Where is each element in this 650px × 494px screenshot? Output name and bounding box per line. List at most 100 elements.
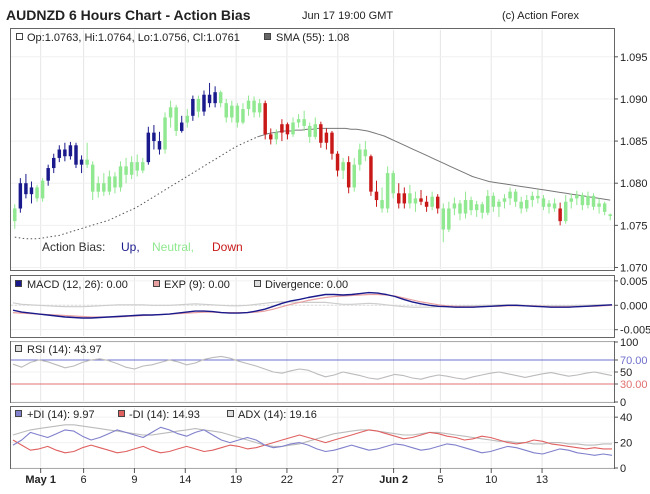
price-bar — [191, 98, 195, 116]
price-bar — [335, 153, 340, 171]
y-tick-label: 1.085 — [620, 136, 648, 148]
price-bar — [385, 173, 390, 209]
price-bar — [152, 132, 156, 142]
price-bar — [580, 195, 585, 206]
price-bar — [168, 107, 173, 118]
y-tick-label: 0 — [620, 397, 626, 409]
adx-legend: ADX (14): 19.16 — [238, 409, 317, 421]
chart-copyright: (c) Action Forex — [502, 10, 580, 22]
price-bar — [129, 162, 134, 175]
time-tick-label: May 1 — [25, 474, 56, 486]
price-bar — [274, 132, 279, 140]
price-bar — [196, 98, 201, 112]
time-tick-label: 10 — [485, 474, 497, 486]
ohlc-legend: Op:1.0763, Hi:1.0764, Lo:1.0756, Cl:1.07… — [27, 32, 240, 44]
price-bar — [90, 164, 95, 192]
price-bar — [575, 195, 579, 199]
y-tick-label: 30.00 — [620, 379, 648, 391]
dmi-lines-layer — [12, 424, 613, 456]
price-bar — [402, 193, 407, 204]
price-bar — [213, 92, 217, 104]
price-bar — [35, 187, 39, 199]
price-bar — [313, 124, 318, 137]
exp-legend-swatch — [153, 280, 160, 287]
price-bar — [246, 100, 251, 110]
rsi-legend: RSI (14): 43.97 — [27, 344, 102, 356]
time-tick-label: 14 — [179, 474, 191, 486]
price-bar — [447, 208, 451, 230]
price-panel — [10, 28, 615, 271]
time-tick-label: 6 — [81, 474, 87, 486]
bias-legend-neutral: Neutral, — [152, 240, 194, 254]
price-bar — [591, 195, 596, 207]
price-bar — [207, 94, 212, 104]
time-tick-label: 19 — [230, 474, 242, 486]
y-tick-label: 0 — [620, 463, 626, 475]
price-bar — [296, 119, 301, 123]
price-bar — [346, 162, 351, 188]
y-tick-label: -0.005 — [620, 325, 650, 337]
price-bar — [124, 166, 128, 175]
price-bar — [508, 191, 512, 199]
price-bar — [107, 176, 112, 192]
price-bar — [486, 195, 490, 213]
plus-di-legend: +DI (14): 9.97 — [27, 409, 95, 421]
price-bar — [341, 162, 345, 171]
time-tick-label: 27 — [332, 474, 344, 486]
price-bar — [135, 162, 139, 171]
price-bar — [46, 168, 50, 181]
price-bar — [458, 203, 462, 214]
price-bar — [597, 203, 601, 207]
rsi-lines-layer — [11, 355, 614, 385]
price-bar — [430, 196, 434, 207]
price-bar — [224, 103, 228, 118]
time-tick-label: 22 — [281, 474, 293, 486]
price-bar — [352, 164, 356, 188]
minus-di-legend: -DI (14): 14.93 — [129, 409, 200, 421]
price-bar — [24, 183, 28, 195]
time-axis: May 1 6 9 14 19 22 27 Jun 2 5 10 13 — [25, 468, 548, 486]
price-bar — [179, 122, 184, 131]
price-bar — [435, 196, 440, 209]
price-bar — [369, 156, 373, 192]
price-bar — [307, 125, 312, 137]
price-bar — [202, 94, 206, 112]
price-bar — [79, 159, 84, 165]
sma-legend-swatch — [264, 33, 271, 40]
price-bar — [252, 100, 256, 113]
sma-legend: SMA (55): 1.08 — [276, 32, 349, 44]
time-tick-label: 5 — [437, 474, 443, 486]
price-bar — [397, 193, 401, 204]
price-bar — [563, 201, 568, 222]
sma-line-dotted — [14, 136, 258, 240]
price-bar — [96, 183, 100, 192]
rsi-line — [12, 355, 613, 380]
ohlc-legend-swatch — [16, 33, 23, 40]
macd-legend: MACD (12, 26): 0.00 — [27, 279, 128, 291]
price-bar — [18, 183, 23, 209]
plus-di-legend-swatch — [15, 410, 22, 417]
price-bar — [441, 208, 446, 230]
price-bar — [29, 187, 34, 195]
price-bar — [146, 132, 151, 163]
price-bar — [241, 109, 245, 123]
price-bar — [530, 195, 535, 201]
price-bar — [68, 145, 73, 157]
price-bar — [358, 149, 362, 165]
macd-line — [12, 291, 613, 319]
y-tick-label: 0.000 — [620, 300, 648, 312]
price-bar — [380, 200, 384, 209]
y-tick-label: 0.005 — [620, 276, 648, 288]
divergence-legend-swatch — [254, 280, 261, 287]
price-bar — [469, 200, 473, 211]
price-bar — [230, 105, 234, 118]
price-bar — [419, 198, 423, 202]
exp-legend: EXP (9): 0.00 — [164, 279, 230, 291]
price-bar — [586, 195, 590, 206]
y-tick-label: 1.075 — [620, 220, 648, 232]
price-bar — [569, 198, 573, 202]
price-bar — [85, 159, 89, 165]
y-tick-label: 1.070 — [620, 262, 648, 274]
price-bar — [185, 115, 190, 123]
